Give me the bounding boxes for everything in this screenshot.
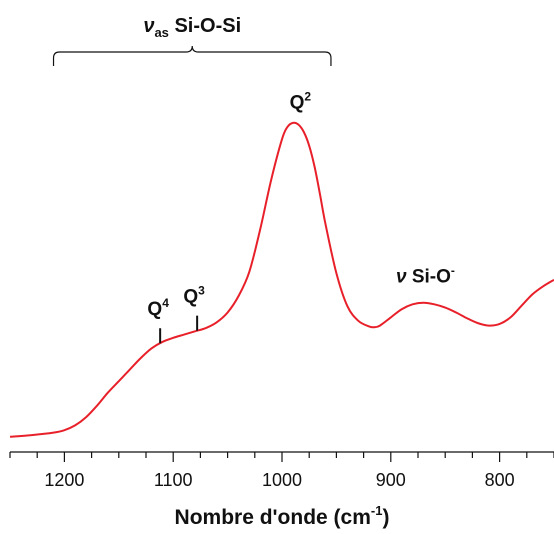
band-sup: - <box>451 264 455 278</box>
q3-sup: 3 <box>198 284 205 298</box>
vas-bracket <box>52 45 332 66</box>
x-axis-title-close: ) <box>382 506 389 529</box>
q4-label: Q4 <box>147 296 169 320</box>
bracket-si-o-si: Si-O-Si <box>169 15 241 37</box>
x-axis-title-main: Nombre d'onde (cm <box>175 506 371 529</box>
x-axis-ticks <box>9 452 554 462</box>
x-tick-label: 1100 <box>154 470 193 490</box>
spectrum-line <box>9 121 554 438</box>
q4-base: Q <box>147 299 162 320</box>
x-tick-label: 800 <box>485 470 515 490</box>
band-nu-symbol: ν <box>396 267 407 288</box>
x-tick-label: 1200 <box>44 470 84 490</box>
x-axis-tick-labels: 1200 1100 1000 900 800 <box>44 470 514 490</box>
x-tick-label: 1000 <box>262 470 302 490</box>
q2-base: Q <box>290 93 305 114</box>
band-si-o: Si-O <box>407 267 451 288</box>
q4-sup: 4 <box>162 296 169 310</box>
bracket-nu-symbol: ν <box>143 15 154 37</box>
q2-label: Q2 <box>290 90 312 114</box>
q3-label: Q3 <box>183 284 205 308</box>
x-axis-title: Nombre d'onde (cm-1) <box>175 503 390 529</box>
q2-sup: 2 <box>304 90 311 104</box>
x-tick-label: 900 <box>376 470 406 490</box>
vas-si-o-si-label: νas Si-O-Si <box>143 15 241 40</box>
bracket-sub-as: as <box>154 25 168 40</box>
v-si-o-band-label: ν Si-O- <box>396 264 455 288</box>
x-axis-title-sup: -1 <box>371 503 383 518</box>
q3-base: Q <box>183 287 198 308</box>
